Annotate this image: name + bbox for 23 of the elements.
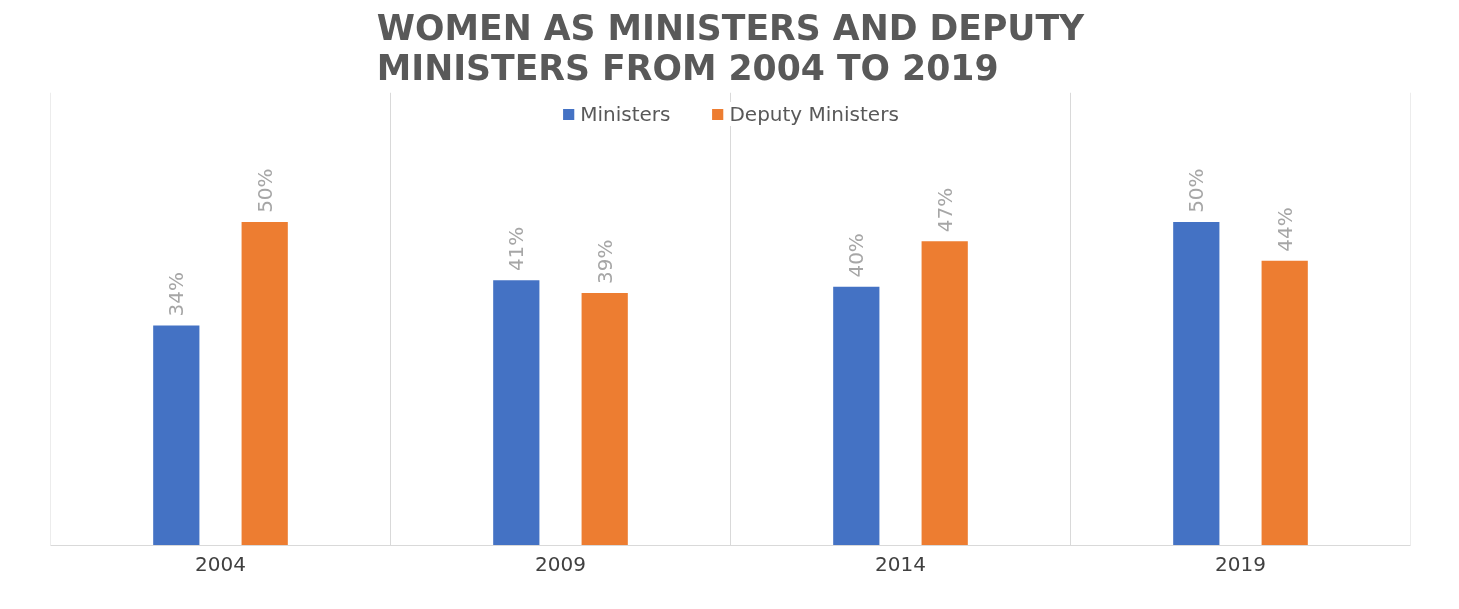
bar [153,325,200,546]
x-tick-label: 2004 [195,551,246,576]
data-label: 39% [592,239,617,285]
legend-label: Deputy Ministers [729,102,899,126]
bar [833,286,880,546]
bar [581,293,628,546]
data-label: 40% [844,233,869,278]
data-label: 44% [1272,207,1297,252]
data-label: 41% [504,226,529,272]
data-label: 47% [932,187,957,233]
data-label: 50% [252,168,277,213]
data-label: 34% [164,271,189,317]
bar [1261,260,1308,546]
bar [1173,221,1220,546]
x-tick-label: 2019 [1215,551,1266,576]
legend-label: Ministers [580,102,671,126]
data-label: 50% [1184,168,1209,213]
bar [241,221,288,546]
chart-title: WOMEN AS MINISTERS AND DEPUTY MINISTERS FROM 2004 TO 2019 [376,7,1086,88]
bar [921,241,968,546]
x-tick-label: 2014 [875,551,926,576]
bar [493,280,540,546]
x-tick-label: 2009 [535,551,586,576]
